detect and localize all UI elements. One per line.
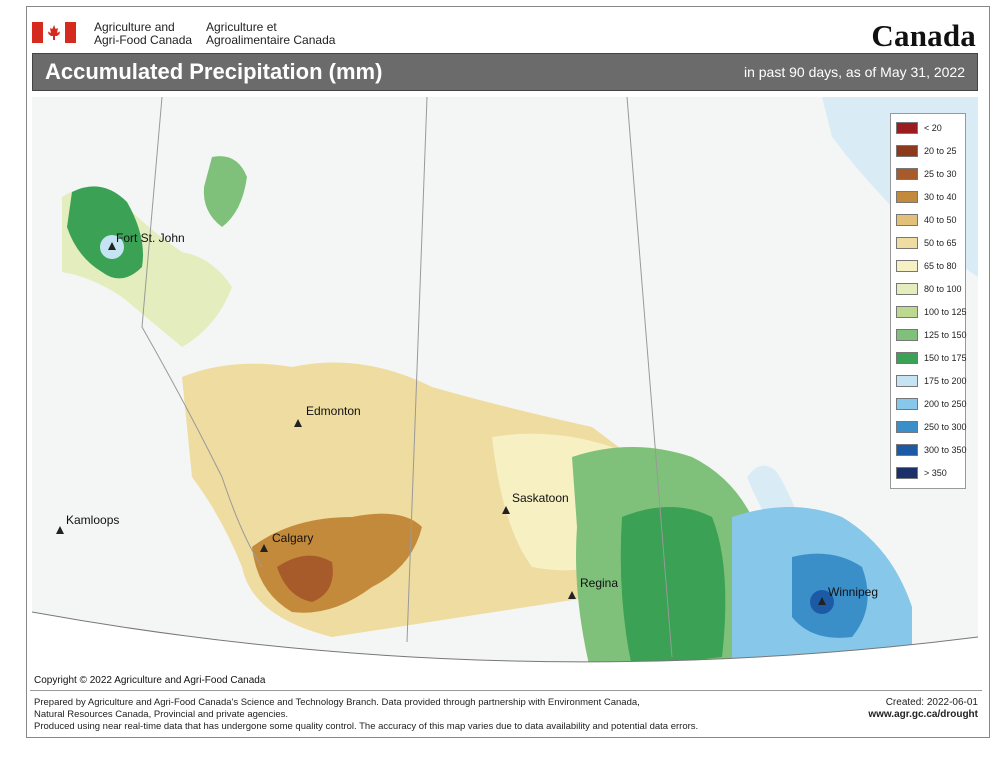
canada-wordmark: Canada: [871, 18, 976, 53]
department-name-french: Agriculture et Agroalimentaire Canada: [206, 20, 336, 47]
precip-zone-calgary-core: [277, 555, 333, 602]
us-border-line: [32, 611, 978, 663]
border-alberta-sask: [406, 97, 428, 643]
svg-text:Fort St. John: Fort St. John: [116, 231, 185, 245]
legend-swatch: [896, 352, 918, 364]
legend-label: 125 to 150: [924, 330, 967, 340]
footer-line-2: Natural Resources Canada, Provincial and…: [34, 709, 288, 720]
precip-zone-peace-river: [203, 156, 247, 227]
legend-label: 25 to 30: [924, 169, 957, 179]
city-kamloops: Kamloops: [56, 513, 119, 534]
legend-label: 40 to 50: [924, 215, 957, 225]
svg-text:Saskatoon: Saskatoon: [512, 491, 569, 505]
map-canvas: Fort St. John Edmonton Kamloops Calgary …: [32, 97, 978, 687]
legend-swatch: [896, 467, 918, 479]
footer-line-1: Prepared by Agriculture and Agri-Food Ca…: [34, 697, 640, 708]
legend-swatch: [896, 168, 918, 180]
city-markers: Fort St. John Edmonton Kamloops Calgary …: [56, 231, 878, 605]
border-bc-alberta: [141, 97, 263, 568]
legend-swatch: [896, 214, 918, 226]
land-area: [32, 97, 978, 662]
legend-swatch: [896, 444, 918, 456]
legend-label: 50 to 65: [924, 238, 957, 248]
legend-label: 30 to 40: [924, 192, 957, 202]
city-saskatoon: Saskatoon: [502, 491, 569, 514]
created-date: Created: 2022-06-01: [885, 697, 978, 708]
legend-label: 65 to 80: [924, 261, 957, 271]
legend-label: 20 to 25: [924, 146, 957, 156]
precipitation-legend: < 20 20 to 25 25 to 30 30 to 40 40 to 50 50 t…: [890, 113, 967, 489]
map-subtitle: in past 90 days, as of May 31, 2022: [743, 64, 965, 80]
legend-label: 200 to 250: [924, 399, 967, 409]
svg-text:Calgary: Calgary: [272, 531, 313, 545]
city-edmonton: Edmonton: [294, 404, 361, 427]
precip-zone-fort-st-john: [67, 186, 143, 279]
legend-label: 150 to 175: [924, 353, 967, 363]
precipitation-map: Fort St. John Edmonton Kamloops Calgary …: [32, 97, 978, 687]
legend-label: > 350: [924, 468, 947, 478]
city-regina: Regina: [568, 576, 618, 599]
legend-swatch: [896, 306, 918, 318]
page-header: Agriculture and Agri-Food Canada Agricul…: [30, 16, 980, 53]
legend-label: < 20: [924, 123, 942, 133]
map-title: Accumulated Precipitation (mm): [45, 59, 383, 84]
footer-divider: [30, 690, 982, 691]
legend-label: 175 to 200: [924, 376, 967, 386]
legend-swatch: [896, 145, 918, 157]
legend-label: 80 to 100: [924, 284, 962, 294]
legend-swatch: [896, 260, 918, 272]
precip-zone-east-sask-core: [620, 507, 726, 662]
svg-text:Regina: Regina: [580, 576, 618, 590]
legend-swatch: [896, 421, 918, 433]
legend-swatch: [896, 237, 918, 249]
created-info: Created: 2022-06-01 www.agr.gc.ca/drough…: [868, 697, 978, 721]
city-calgary: Calgary: [260, 531, 313, 552]
legend-swatch: [896, 398, 918, 410]
legend-swatch: [896, 375, 918, 387]
legend-swatch: [896, 122, 918, 134]
drought-website-url[interactable]: www.agr.gc.ca/drought: [868, 709, 978, 720]
canada-flag-icon: [32, 22, 76, 43]
svg-text:Winnipeg: Winnipeg: [828, 585, 878, 599]
department-name-english: Agriculture and Agri-Food Canada: [94, 20, 193, 47]
copyright-notice: Copyright © 2022 Agriculture and Agri-Fo…: [34, 675, 266, 686]
legend-swatch: [896, 191, 918, 203]
legend-swatch: [896, 283, 918, 295]
svg-text:Edmonton: Edmonton: [306, 404, 361, 418]
border-sask-manitoba: [626, 97, 673, 658]
legend-label: 300 to 350: [924, 445, 967, 455]
legend-swatch: [896, 329, 918, 341]
svg-text:Kamloops: Kamloops: [66, 513, 119, 527]
title-bar: Accumulated Precipitation (mm) in past 9…: [32, 53, 978, 91]
footer-line-3: Produced using near real-time data that …: [34, 721, 699, 732]
city-fort-st-john: Fort St. John: [108, 231, 185, 250]
legend-label: 100 to 125: [924, 307, 967, 317]
city-winnipeg: Winnipeg: [818, 585, 878, 605]
legend-label: 250 to 300: [924, 422, 967, 432]
footer-notes: Prepared by Agriculture and Agri-Food Ca…: [34, 697, 794, 733]
